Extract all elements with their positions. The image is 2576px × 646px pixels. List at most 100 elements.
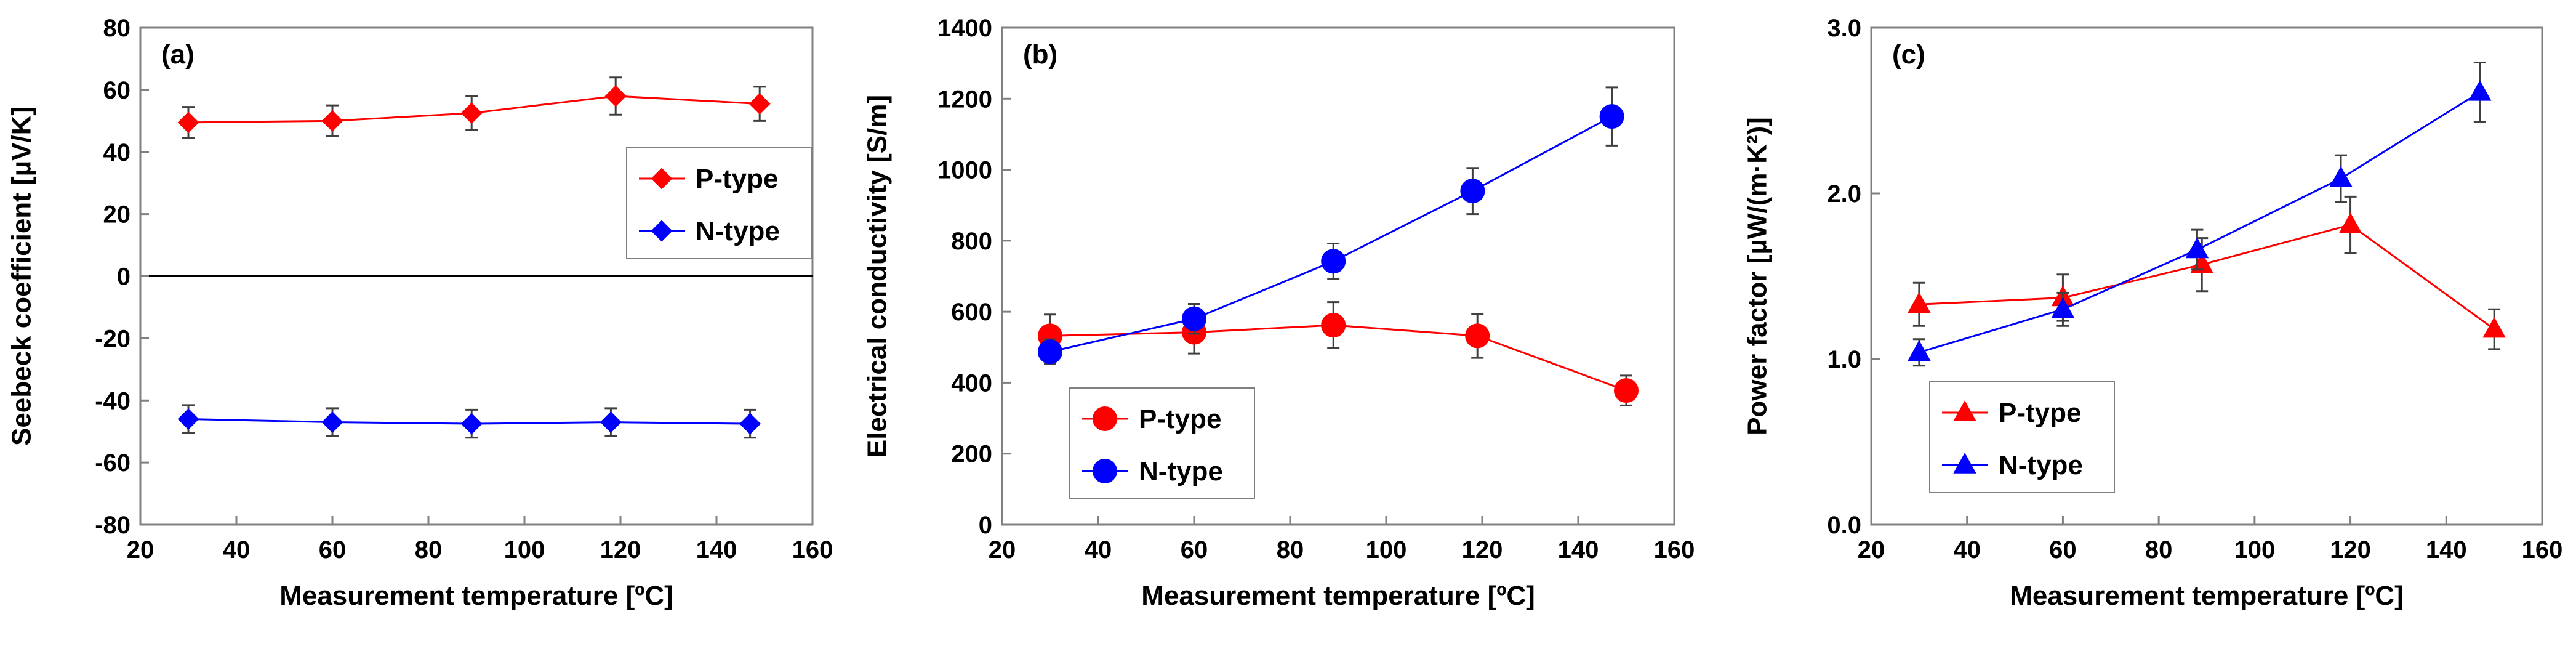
panel-tag: (c) [1892,39,1925,70]
legend: P-type N-type [1929,381,2115,493]
x-tick-label: 160 [1654,536,1695,563]
chart-panel-c: 20 40 60 80 100 120 140 160 0.0 1.0 2.0 3.0 Measurem… [1743,15,2563,611]
y-tick-label: 1200 [937,86,992,113]
x-tick-label: 40 [1953,536,1981,563]
legend-label: N-type [1139,456,1223,487]
y-axis-label: Power factor [µW/(m·K²)] [1743,117,1773,435]
series-p-type [177,76,771,139]
y-tick-label: 0 [979,512,992,539]
y-tick-label: 600 [951,299,992,326]
y-tick-label: 60 [103,77,131,104]
panel-tag: (a) [161,39,195,70]
x-axis-label: Measurement temperature [ºC] [279,581,673,611]
data-point [1465,323,1490,349]
y-tick-label: -60 [95,450,130,477]
data-point [2482,317,2506,338]
series-n-type [1908,61,2492,367]
y-tick-label: 1400 [937,15,992,42]
chart-panel-b: 20 40 60 80 100 120 140 160 0 200 400 600 800 1000 120… [862,15,1695,611]
x-tick-label: 80 [1277,536,1304,563]
y-tick-label: -20 [95,325,130,352]
data-point [2468,80,2492,101]
data-point [600,411,622,433]
legend-item-p-type: P-type [1082,404,1221,434]
data-point [2338,212,2362,233]
series-line [1919,91,2481,353]
data-point [604,85,627,107]
data-point [739,413,761,435]
legend-item-p-type: P-type [639,164,778,194]
legend-label: N-type [1999,450,2083,480]
x-tick-label: 60 [2049,536,2077,563]
y-tick-label: 0 [117,264,130,291]
data-point [321,411,343,433]
x-tick-label: 20 [989,536,1016,563]
data-point [1908,292,1931,313]
data-point [1908,340,1931,361]
legend-marker [1953,400,1976,421]
legend: P-type N-type [1069,387,1255,499]
data-point [1460,179,1485,204]
x-tick-label: 40 [223,536,251,563]
y-tick-label: -40 [95,387,130,414]
legend-box [626,147,812,259]
data-point [1038,339,1062,365]
chart-panel-a: 20 40 60 80 100 120 140 160 -80 -60 -40 -20 0 20 40 60 8… [7,15,833,611]
panel-tag: (b) [1023,39,1057,70]
legend-marker [1093,459,1117,483]
x-tick-label: 160 [792,536,833,563]
y-tick-label: 200 [951,441,992,468]
legend-box [1929,381,2115,493]
x-tick-label: 80 [2145,536,2173,563]
x-tick-label: 100 [2234,536,2275,563]
y-axis-label: Seebeck coefficient [µV/K] [7,107,37,446]
data-point [460,413,483,435]
x-tick-label: 140 [1558,536,1599,563]
data-point [1321,249,1346,274]
series-p-type [1908,195,2506,350]
x-tick-label: 20 [1858,536,1885,563]
data-point [177,111,199,134]
y-tick-label: 1000 [937,157,992,184]
y-tick-label: 80 [103,15,131,42]
y-tick-label: 400 [951,369,992,397]
y-tick-label: 3.0 [1827,15,1861,42]
x-tick-label: 60 [1181,536,1208,563]
x-tick-label: 120 [600,536,641,563]
y-tick-label: -80 [95,512,130,539]
data-point [748,93,771,115]
x-axis-label: Measurement temperature [ºC] [2010,581,2404,611]
x-tick-label: 60 [319,536,347,563]
plot-frame [1870,26,2543,526]
data-point [177,408,199,430]
data-point [460,102,483,124]
data-point [1599,104,1624,129]
legend-label: P-type [1999,398,2081,428]
legend: P-type N-type [626,147,812,259]
x-tick-label: 120 [2330,536,2371,563]
data-point [2329,166,2353,187]
legend-marker [651,168,673,190]
series-n-type [177,404,761,439]
y-tick-label: 1.0 [1827,346,1861,373]
y-tick-label: 2.0 [1827,180,1861,208]
legend-marker [651,220,673,242]
legend-item-n-type: N-type [1082,456,1223,487]
series-line [1919,224,2495,330]
legend-label: P-type [1139,404,1221,434]
legend-label: P-type [696,164,778,194]
x-tick-label: 160 [2522,536,2563,563]
y-tick-label: 20 [103,201,131,228]
x-tick-label: 20 [127,536,154,563]
data-point [2185,237,2209,259]
legend-marker [1953,453,1976,474]
x-tick-label: 140 [696,536,737,563]
legend-item-n-type: N-type [639,216,780,246]
series-n-type [1038,86,1624,365]
legend-item-n-type: N-type [1942,450,2083,480]
x-axis-label: Measurement temperature [ºC] [1141,581,1535,611]
data-point [321,110,343,132]
x-tick-label: 100 [1366,536,1407,563]
x-tick-label: 120 [1462,536,1503,563]
x-tick-label: 140 [2426,536,2467,563]
